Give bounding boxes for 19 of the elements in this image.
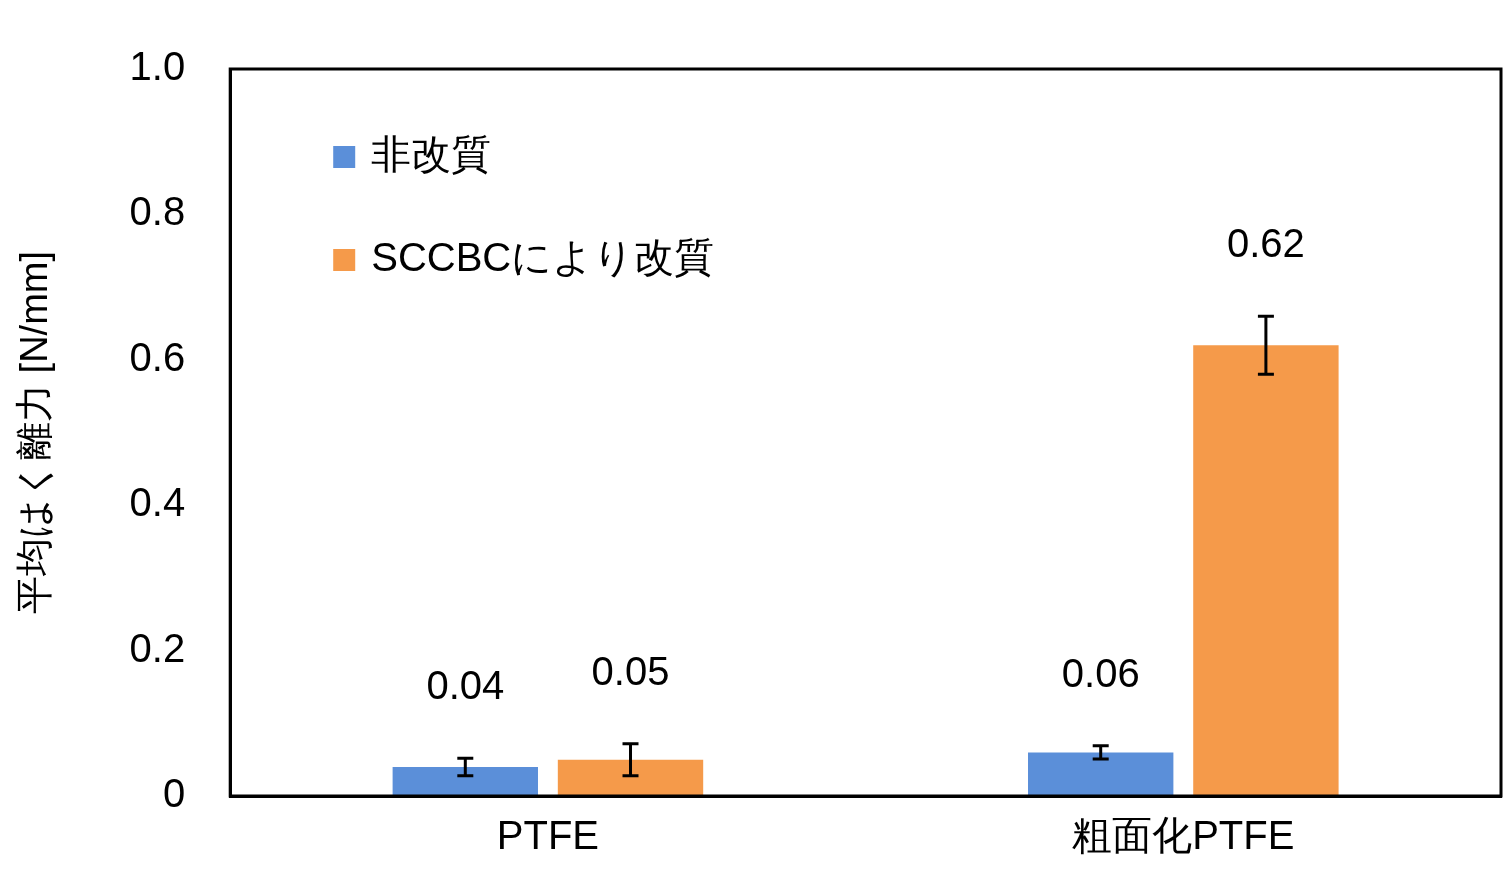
legend-label: 非改質 (371, 132, 492, 177)
legend-label: SCCBCにより改質 (371, 235, 715, 280)
bar (392, 766, 538, 796)
y-tick-label: 0.4 (129, 480, 186, 525)
data-label: 0.62 (1226, 221, 1305, 266)
y-tick-label: 1.0 (129, 44, 186, 89)
y-tick-label: 0.6 (129, 334, 186, 379)
data-label: 0.06 (1061, 650, 1140, 695)
bar (557, 759, 704, 796)
bar (1193, 345, 1339, 796)
x-tick-label: PTFE (496, 813, 600, 858)
x-tick-label: 粗面化PTFE (1072, 813, 1295, 858)
y-tick-label: 0 (162, 771, 186, 816)
data-label: 0.04 (426, 663, 505, 708)
y-axis-title: 平均はく離力 [N/mm] (13, 251, 56, 614)
bar (1028, 752, 1174, 796)
data-label: 0.05 (591, 648, 670, 693)
y-tick-label: 0.8 (129, 189, 186, 234)
y-tick-label: 0.2 (129, 625, 186, 670)
